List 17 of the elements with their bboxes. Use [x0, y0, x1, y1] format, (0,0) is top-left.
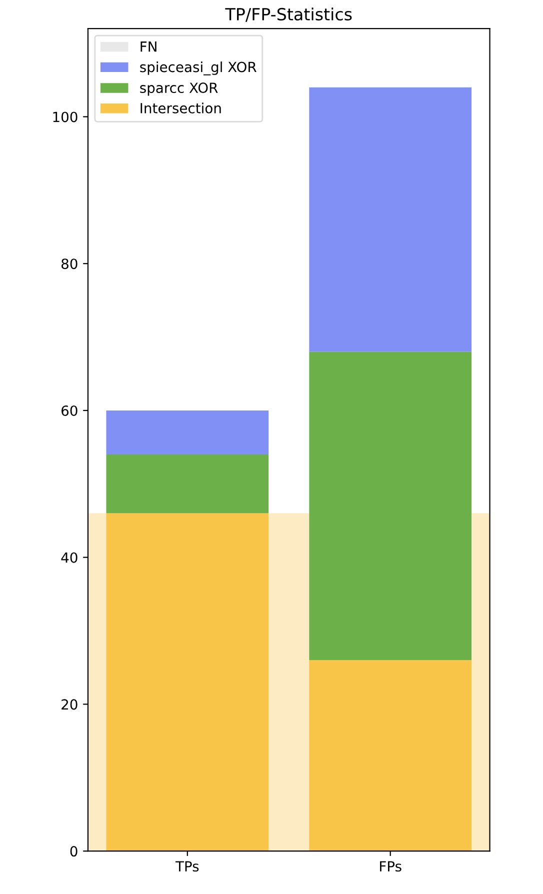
- bar: [106, 454, 269, 514]
- legend-label: FN: [140, 42, 156, 52]
- y-tick-label: 80: [62, 258, 78, 270]
- legend-label: Intersection: [140, 102, 221, 114]
- chart-title: TP/FP-Statistics: [225, 8, 352, 22]
- y-tick-label: 20: [62, 699, 78, 710]
- bar: [106, 410, 269, 455]
- y-tick-label: 40: [61, 552, 78, 563]
- y-tick-label: 0: [70, 846, 78, 857]
- legend-label: sparcc XOR: [140, 82, 218, 96]
- x-tick-label: FPs: [380, 861, 402, 872]
- legend-label: spieceasi_gl XOR: [140, 61, 256, 76]
- y-tick-label: 100: [53, 112, 78, 122]
- bar: [309, 87, 472, 352]
- x-tick-label: TPs: [175, 861, 199, 872]
- bar: [309, 660, 472, 852]
- y-tick-label: 60: [62, 405, 78, 416]
